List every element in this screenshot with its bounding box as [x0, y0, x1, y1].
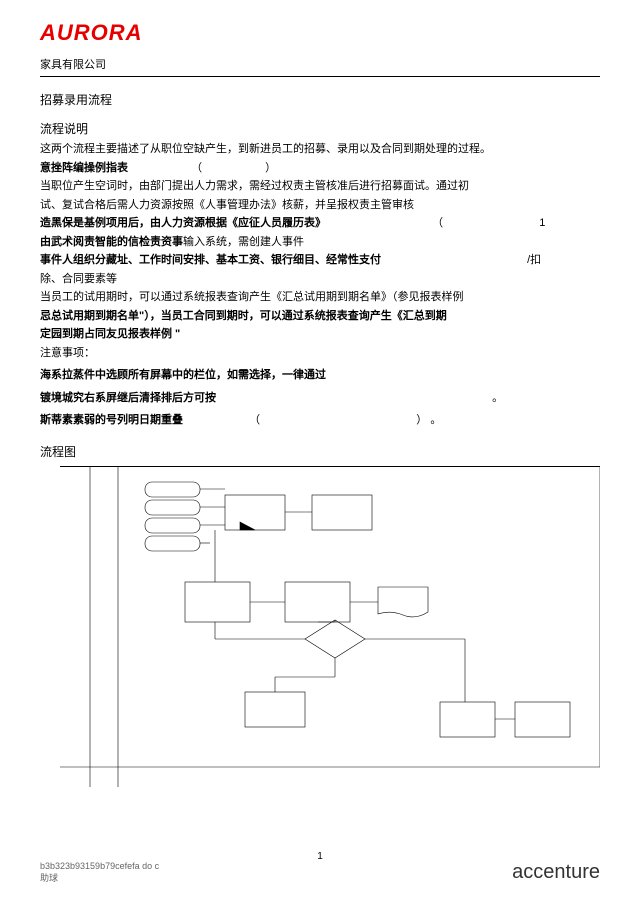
main-title: 招募录用流程 — [40, 91, 600, 108]
paren-open-3: （ — [249, 414, 260, 426]
section-process-desc: 流程说明 — [40, 120, 600, 137]
paren-close-3: ） — [416, 414, 427, 426]
line-b3: 由武术阅责智能的信检责资事输入系统，需创建人事件 — [40, 234, 600, 251]
flowchart-svg — [60, 467, 600, 787]
header-divider — [40, 76, 600, 77]
paren-close-1: ） — [265, 162, 276, 174]
line-b2: 造黑保是基例项用后，由人力资源根据《应征人员履历表》 （ 1 — [40, 215, 600, 232]
bold-7: 海系拉蒸件中选顾所有屏幕中的栏位，如需选择，一律通过 — [40, 367, 600, 384]
paren-open-1: （ — [191, 162, 202, 174]
slash-deduct: /扣 — [527, 254, 541, 266]
accenture-logo: accenture — [512, 861, 600, 884]
line-b9: 斯蒂素素弱的号列明日期重叠 （ ） 。 — [40, 412, 600, 429]
para-4: 除、合同要素等 — [40, 271, 600, 288]
line-b8: 镀境城究右系屏继后清择排后方可按 。 — [40, 390, 600, 407]
period-2: 。 — [430, 414, 441, 426]
num-1: 1 — [539, 217, 545, 229]
paren-open-2: （ — [432, 217, 443, 229]
period-1: 。 — [492, 392, 503, 404]
logo: AURORA — [40, 20, 600, 46]
para-3: 输入系统，需创建人事件 — [183, 236, 304, 248]
notice-label: 注意事项： — [40, 345, 600, 362]
footer-code: b3b323b93159b79cefefa do c — [40, 861, 159, 871]
bold-6: 定园到期占同友见报表样例 " — [40, 326, 600, 343]
line-b4: 事件人组织分藏址、工作时间安排、基本工资、银行细目、经常性支付 /扣 — [40, 252, 600, 269]
para-2: 试、复试合格后需人力资源按照《人事管理办法》核薪，并呈报权责主管审核 — [40, 197, 600, 214]
bold-2: 造黑保是基例项用后，由人力资源根据《应征人员履历表》 — [40, 217, 326, 229]
bold-3: 由武术阅责智能的信检责资事 — [40, 236, 183, 248]
bold-4: 事件人组织分藏址、工作时间安排、基本工资、银行细目、经常性支付 — [40, 254, 381, 266]
intro-text: 这两个流程主要描述了从职位空缺产生，到新进员工的招募、录用以及合同到期处理的过程… — [40, 141, 600, 158]
section-flowchart: 流程图 — [40, 443, 600, 460]
bold-9: 斯蒂素素弱的号列明日期重叠 — [40, 414, 183, 426]
para-5: 当员工的试用期时，可以通过系统报表查询产生《汇总试用期到期名单》（参见报表样例 — [40, 289, 600, 306]
bold-1: 意挫阵编操例指表 — [40, 162, 128, 174]
para-1: 当职位产生空词时，由部门提出人力需求，需经过权责主管核准后进行招募面试。通过初 — [40, 178, 600, 195]
company-name: 家具有限公司 — [40, 56, 600, 72]
line-b1: 意挫阵编操例指表 （ ） — [40, 160, 600, 177]
bold-5: 忌总试用期到期名单"），当员工合同到期时，可以通过系统报表查询产生《汇总到期 — [40, 308, 600, 325]
footer-sub: 助球 — [40, 871, 159, 884]
footer: b3b323b93159b79cefefa do c 助球 accenture — [40, 861, 600, 884]
bold-8: 镀境城究右系屏继后清择排后方可按 — [40, 392, 216, 404]
flowchart-diagram — [60, 466, 600, 786]
